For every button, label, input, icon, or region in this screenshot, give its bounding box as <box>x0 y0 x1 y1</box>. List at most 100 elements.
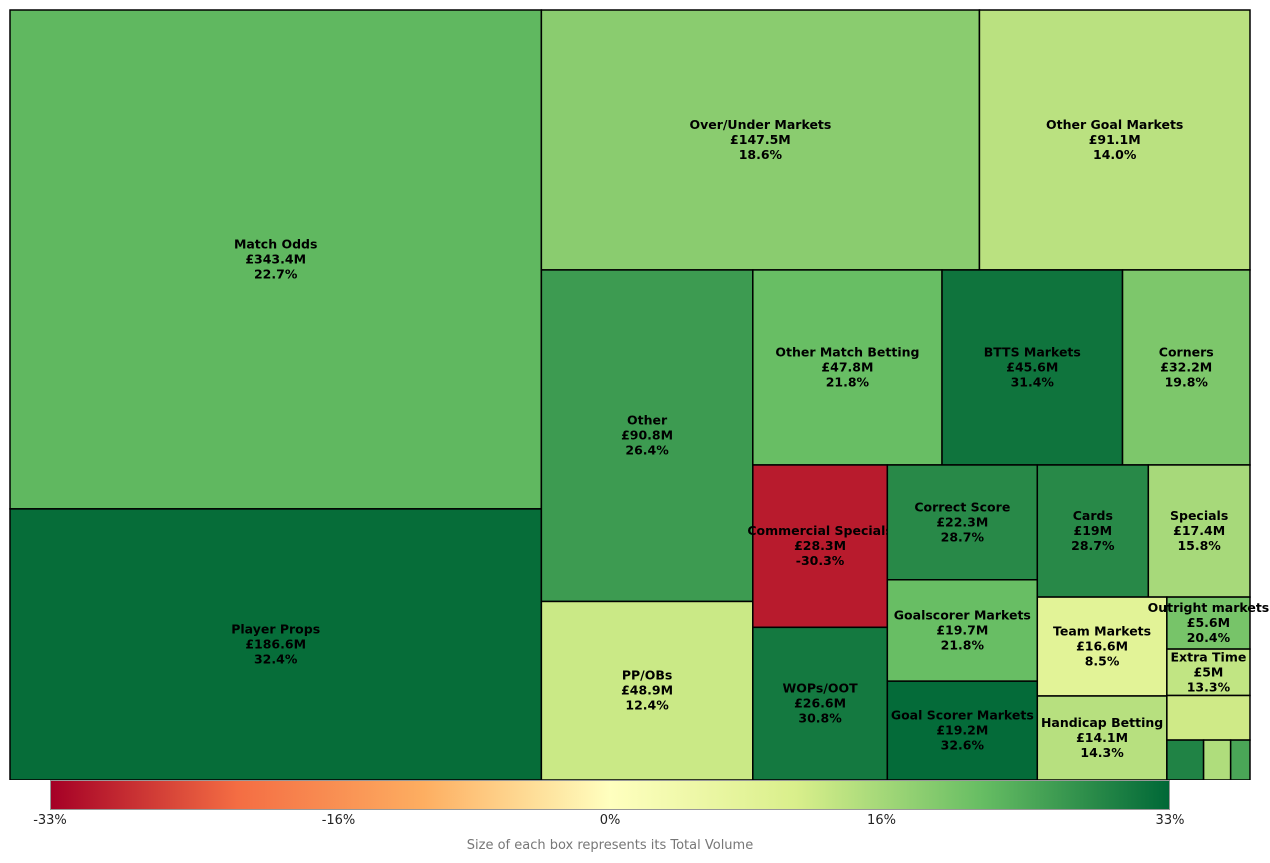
tile-name: Other Match Betting <box>775 344 919 359</box>
colorbar-tick: 16% <box>867 813 896 828</box>
tile-change: 14.0% <box>1093 146 1137 161</box>
tile-change: 21.8% <box>941 637 985 652</box>
tile-change: 31.4% <box>1011 374 1055 389</box>
tile-goal-scorer-markets: Goal Scorer Markets £19.2M 32.6% <box>886 680 1039 780</box>
tile-rect <box>1166 648 1251 697</box>
tile-rect <box>752 464 889 629</box>
tile-label: Match Odds £343.4M 22.7% <box>234 236 317 281</box>
tile-handicap-betting: Handicap Betting £14.1M 14.3% <box>1036 695 1168 780</box>
tile-match-odds: Match Odds £343.4M 22.7% <box>9 9 543 510</box>
tile-volume: £14.1M <box>1076 729 1128 744</box>
tile-commercial-specials: Commercial Specials £28.3M -30.3% <box>747 464 893 629</box>
tile-change: 13.3% <box>1187 679 1231 694</box>
tile-change: 20.4% <box>1187 630 1231 645</box>
tile-label: Extra Time £5M 13.3% <box>1171 649 1247 694</box>
tile-name: Cards <box>1073 508 1113 523</box>
tile-volume: £91.1M <box>1089 131 1141 146</box>
tile-unlabeled <box>1166 739 1205 780</box>
tile-label: Other Goal Markets £91.1M 14.0% <box>1046 116 1183 161</box>
tile-rect <box>1229 739 1251 780</box>
tile-label: Corners £32.2M 19.8% <box>1159 344 1214 389</box>
colorbar-tick: 0% <box>599 813 621 828</box>
tile-name: PP/OBs <box>622 667 672 682</box>
tile-change: 15.8% <box>1177 538 1221 553</box>
tile-name: Goalscorer Markets <box>894 607 1031 622</box>
tile-label: PP/OBs £48.9M 12.4% <box>621 667 673 712</box>
tile-rect <box>9 9 543 510</box>
tile-team-markets: Team Markets £16.6M 8.5% <box>1036 596 1168 697</box>
tile-name: Corners <box>1159 344 1214 359</box>
colorbar <box>50 780 1170 810</box>
tile-label: Specials £17.4M 15.8% <box>1170 508 1228 553</box>
tile-rect <box>1036 695 1168 780</box>
tile-change: 18.6% <box>739 146 783 161</box>
tile-rect <box>9 508 543 780</box>
tile-rect <box>941 269 1124 466</box>
tile-correct-score: Correct Score £22.3M 28.7% <box>886 464 1039 581</box>
tile-rect <box>886 579 1039 682</box>
tile-volume: £16.6M <box>1076 638 1128 653</box>
tile-label: Player Props £186.6M 32.4% <box>231 621 320 666</box>
tile-player-props: Player Props £186.6M 32.4% <box>9 508 543 780</box>
tile-volume: £186.6M <box>245 636 306 651</box>
tile-other-goal-markets: Other Goal Markets £91.1M 14.0% <box>978 9 1251 271</box>
tile-cards: Cards £19M 28.7% <box>1036 464 1150 598</box>
tile-corners: Corners £32.2M 19.8% <box>1121 269 1251 466</box>
tile-change: 22.7% <box>254 266 298 281</box>
tile-name: Other <box>627 412 668 427</box>
colorbar-tick: 33% <box>1155 813 1185 828</box>
tile-rect <box>886 680 1039 780</box>
tile-name: Correct Score <box>914 499 1010 514</box>
tile-name: Commercial Specials <box>747 523 893 538</box>
tile-label: Team Markets £16.6M 8.5% <box>1053 623 1151 668</box>
tile-volume: £32.2M <box>1160 359 1212 374</box>
tile-name: WOPs/OOT <box>783 680 859 695</box>
tile-volume: £90.8M <box>621 427 673 442</box>
tile-rect <box>752 269 943 466</box>
tile-volume: £17.4M <box>1173 523 1225 538</box>
tile-volume: £19.7M <box>936 622 988 637</box>
tile-change: 30.8% <box>798 710 842 725</box>
tile-change: -30.3% <box>796 553 845 568</box>
tile-btts-markets: BTTS Markets £45.6M 31.4% <box>941 269 1124 466</box>
tile-unlabeled <box>1202 739 1232 780</box>
treemap: Match Odds £343.4M 22.7% Player Props £186.6… <box>9 9 1270 780</box>
tile-name: Match Odds <box>234 236 317 251</box>
tile-rect <box>1036 596 1168 697</box>
tile-label: Outright markets £5.6M 20.4% <box>1148 600 1270 645</box>
tile-change: 32.6% <box>941 737 985 752</box>
tile-rect <box>1166 596 1251 650</box>
tile-label: Other Match Betting £47.8M 21.8% <box>775 344 919 389</box>
tile-name: Extra Time <box>1171 649 1247 664</box>
tile-volume: £48.9M <box>621 682 673 697</box>
tile-volume: £45.6M <box>1006 359 1058 374</box>
tile-outright-markets: Outright markets £5.6M 20.4% <box>1148 596 1270 650</box>
tile-rect <box>978 9 1251 271</box>
tile-volume: £47.8M <box>821 359 873 374</box>
tile-change: 26.4% <box>625 442 669 457</box>
tile-volume: £19M <box>1074 523 1113 538</box>
tile-unlabeled <box>1229 739 1251 780</box>
tile-name: Handicap Betting <box>1041 714 1163 729</box>
tile-over-under-markets: Over/Under Markets £147.5M 18.6% <box>540 9 981 271</box>
colorbar-tick: -33% <box>33 813 67 828</box>
tile-volume: £22.3M <box>936 514 988 529</box>
tile-name: Specials <box>1170 508 1228 523</box>
tile-label: Over/Under Markets £147.5M 18.6% <box>689 116 831 161</box>
tile-name: Outright markets <box>1148 600 1270 615</box>
tile-other: Other £90.8M 26.4% <box>540 269 754 603</box>
tile-change: 8.5% <box>1085 653 1120 668</box>
tile-label: Goalscorer Markets £19.7M 21.8% <box>894 607 1031 652</box>
tile-other-match-betting: Other Match Betting £47.8M 21.8% <box>752 269 943 466</box>
tile-volume: £28.3M <box>794 538 846 553</box>
tile-rect <box>886 464 1039 581</box>
tile-volume: £19.2M <box>936 722 988 737</box>
tile-name: Other Goal Markets <box>1046 116 1183 131</box>
tile-goalscorer-markets: Goalscorer Markets £19.7M 21.8% <box>886 579 1039 682</box>
tile-rect <box>1166 739 1205 780</box>
tile-name: Over/Under Markets <box>689 116 831 131</box>
tile-rect <box>540 269 754 603</box>
tile-label: Cards £19M 28.7% <box>1071 508 1115 553</box>
tile-label: Handicap Betting £14.1M 14.3% <box>1041 714 1163 759</box>
tile-name: Player Props <box>231 621 320 636</box>
